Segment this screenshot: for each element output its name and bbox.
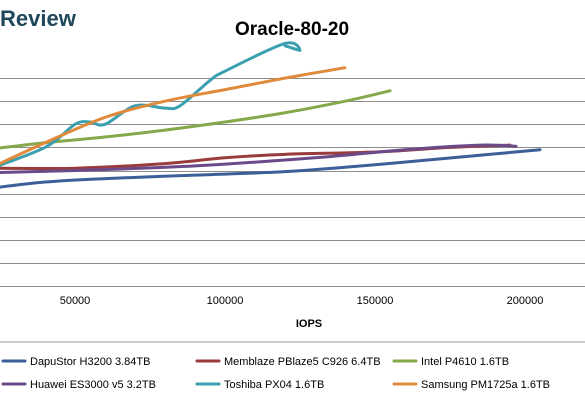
- legend-item-1: Memblaze PBlaze5 C926 6.4TB: [195, 356, 381, 368]
- x-axis-ticks: 50000 100000 150000 200000: [60, 295, 544, 307]
- legend-label-5: Samsung PM1725a 1.6TB: [421, 379, 550, 391]
- legend: DapuStor H3200 3.84TB Memblaze PBlaze5 C9…: [1, 356, 550, 391]
- brand-logo-text: Review: [0, 6, 77, 31]
- legend-label-0: DapuStor H3200 3.84TB: [30, 356, 150, 368]
- legend-item-0: DapuStor H3200 3.84TB: [1, 356, 150, 368]
- x-tick-label-3: 200000: [507, 295, 544, 307]
- legend-item-3: Huawei ES3000 v5 3.2TB: [1, 379, 156, 391]
- legend-label-3: Huawei ES3000 v5 3.2TB: [30, 379, 156, 391]
- gridlines: [0, 78, 585, 287]
- legend-item-2: Intel P4610 1.6TB: [392, 356, 509, 368]
- series-line-0: [0, 148, 542, 189]
- legend-item-5: Samsung PM1725a 1.6TB: [392, 379, 550, 391]
- legend-label-2: Intel P4610 1.6TB: [421, 356, 509, 368]
- series-line-2: [0, 89, 392, 150]
- chart-title: Oracle-80-20: [235, 19, 349, 40]
- series-line-5: [0, 66, 347, 166]
- x-axis-label: IOPS: [296, 318, 322, 330]
- x-tick-label-1: 100000: [207, 295, 244, 307]
- legend-label-4: Toshiba PX04 1.6TB: [224, 379, 324, 391]
- x-tick-label-2: 150000: [357, 295, 394, 307]
- series-line-3: [0, 143, 518, 174]
- x-tick-label-0: 50000: [60, 295, 91, 307]
- legend-label-1: Memblaze PBlaze5 C926 6.4TB: [224, 356, 381, 368]
- legend-item-4: Toshiba PX04 1.6TB: [195, 379, 324, 391]
- series-line-4: [0, 41, 302, 167]
- series-layer: [0, 41, 542, 189]
